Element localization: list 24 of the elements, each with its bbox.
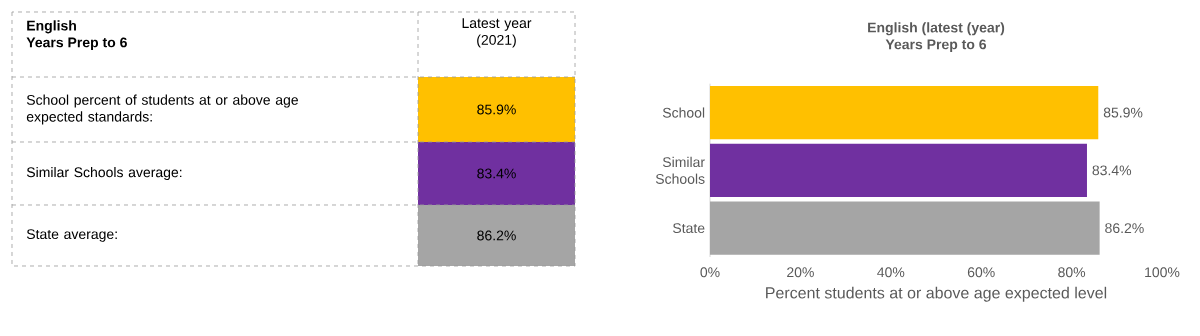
text: Latest year (2021) — [462, 18, 532, 48]
data-label: 86.2% — [1105, 223, 1144, 234]
data-label: 83.4% — [1092, 165, 1132, 176]
x-tick-label: 40% — [877, 267, 905, 278]
text: 86.2% — [477, 230, 516, 241]
text: State average: — [26, 229, 117, 242]
y-tick-label: School — [662, 107, 705, 118]
text: 83.4% — [477, 168, 516, 179]
text: Similar Schools average: — [26, 166, 182, 181]
x-axis-title: Percent students at or above age expected level — [766, 286, 1107, 302]
x-tick-label: 100% — [1145, 267, 1180, 278]
text: English — [27, 20, 76, 34]
x-tick-label: 0% — [700, 267, 720, 278]
x-tick-label: 80% — [1058, 267, 1086, 278]
text: Years Prep to 6 — [26, 37, 127, 51]
x-tick-label: 20% — [787, 267, 814, 278]
x-tick-label: 60% — [967, 267, 995, 278]
y-tick-label: State — [673, 223, 705, 234]
text: School percent of students at or above age expected standards: — [26, 94, 298, 125]
chart-title: English (latest (year) — [868, 22, 1005, 36]
text: 85.9% — [477, 104, 516, 115]
chart-subtitle: Years Prep to 6 — [885, 39, 987, 53]
data-label: 85.9% — [1103, 107, 1143, 118]
y-tick-label: Similar Schools — [655, 156, 705, 184]
